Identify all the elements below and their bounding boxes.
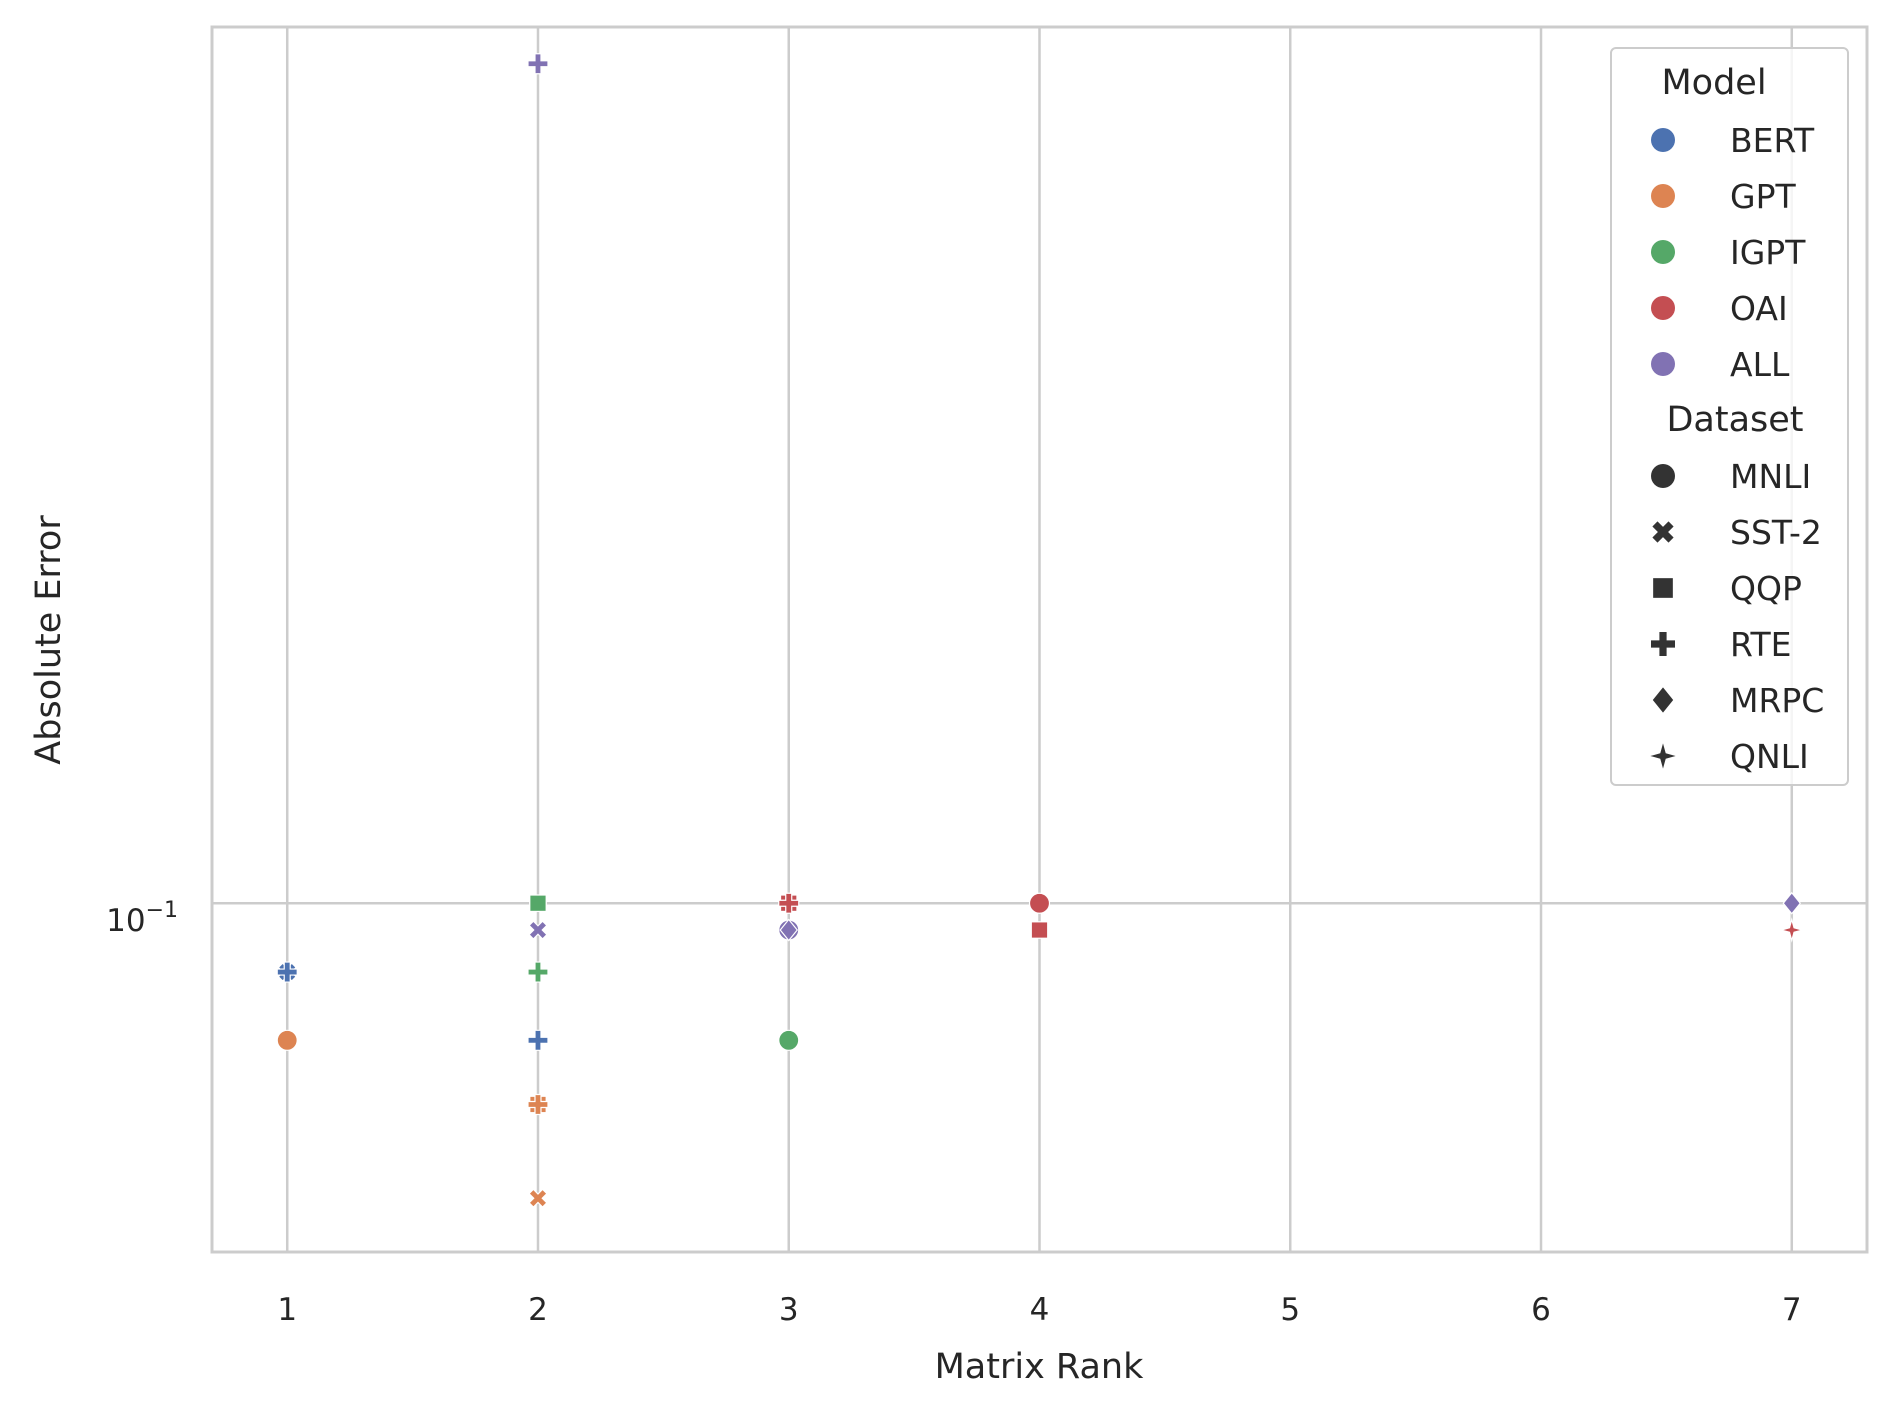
- data-point: [1782, 891, 1802, 915]
- y-tick-exponent: −1: [146, 898, 178, 923]
- data-point: [779, 918, 799, 942]
- legend-model-label: ALL: [1730, 345, 1790, 384]
- data-point: [1030, 921, 1049, 939]
- data-point: [527, 961, 549, 983]
- legend-model-marker: [1651, 296, 1675, 320]
- x-tick-label: 1: [277, 1292, 297, 1328]
- x-tick-labels: 1 2 3 4 5 6 7: [277, 1292, 1801, 1328]
- x-tick-label: 7: [1782, 1292, 1802, 1328]
- data-point: [528, 920, 548, 940]
- data-point: [276, 1029, 298, 1051]
- legend-model-marker: [1651, 128, 1675, 152]
- data-point: [778, 892, 800, 914]
- legend-model-marker: [1651, 240, 1675, 264]
- legend-items: BERT GPT IGPT OAI ALL MNLI SST-2 QQP RTE MRPC QNLI: [1650, 121, 1824, 776]
- legend-model-label: BERT: [1730, 121, 1815, 160]
- legend-model-marker: [1651, 352, 1675, 376]
- y-tick-label: 10−1: [106, 898, 178, 939]
- legend-dataset-marker: [1653, 578, 1673, 598]
- data-point: [1779, 917, 1805, 943]
- plot-frame: [210, 25, 1869, 1254]
- x-axis-label: Matrix Rank: [935, 1347, 1145, 1387]
- data-point: [276, 961, 298, 983]
- legend-dataset-marker: [1652, 521, 1674, 543]
- legend-model-marker: [1651, 184, 1675, 208]
- y-tick-base: 10: [106, 903, 145, 939]
- legend-model-label: IGPT: [1730, 233, 1806, 272]
- data-point: [1028, 892, 1051, 914]
- legend-dataset-marker: [1650, 743, 1676, 769]
- legend-dataset-label: SST-2: [1730, 513, 1822, 552]
- data-points: [276, 53, 1805, 1208]
- x-tick-label: 5: [1280, 1292, 1300, 1328]
- x-tick-label: 6: [1531, 1292, 1551, 1328]
- x-tick-label: 2: [528, 1292, 548, 1328]
- data-point: [778, 1029, 800, 1051]
- legend-model-label: OAI: [1730, 289, 1788, 328]
- data-point: [527, 1093, 549, 1116]
- legend: Model Dataset BERT GPT IGPT OAI ALL MNLI SST-2…: [1610, 47, 1849, 786]
- legend-dataset-label: MNLI: [1730, 457, 1811, 496]
- y-axis-label: Absolute Error: [29, 515, 69, 765]
- legend-dataset-title: Dataset: [1666, 400, 1803, 440]
- legend-dataset-marker: [1651, 464, 1675, 488]
- grid: [212, 27, 1867, 1252]
- x-tick-label: 4: [1030, 1292, 1050, 1328]
- legend-model-title: Model: [1661, 63, 1766, 103]
- data-point: [529, 894, 547, 913]
- legend-box: [1610, 47, 1849, 786]
- legend-dataset-label: RTE: [1730, 625, 1792, 664]
- x-tick-label: 3: [779, 1292, 799, 1328]
- data-point: [528, 1188, 548, 1208]
- legend-dataset-marker: [1651, 632, 1675, 656]
- legend-model-label: GPT: [1730, 177, 1796, 216]
- legend-dataset-label: QQP: [1730, 569, 1802, 608]
- legend-dataset-label: MRPC: [1730, 681, 1824, 720]
- legend-dataset-label: QNLI: [1730, 737, 1809, 776]
- data-point: [527, 1029, 549, 1051]
- legend-dataset-marker: [1652, 687, 1674, 713]
- data-point: [527, 53, 549, 75]
